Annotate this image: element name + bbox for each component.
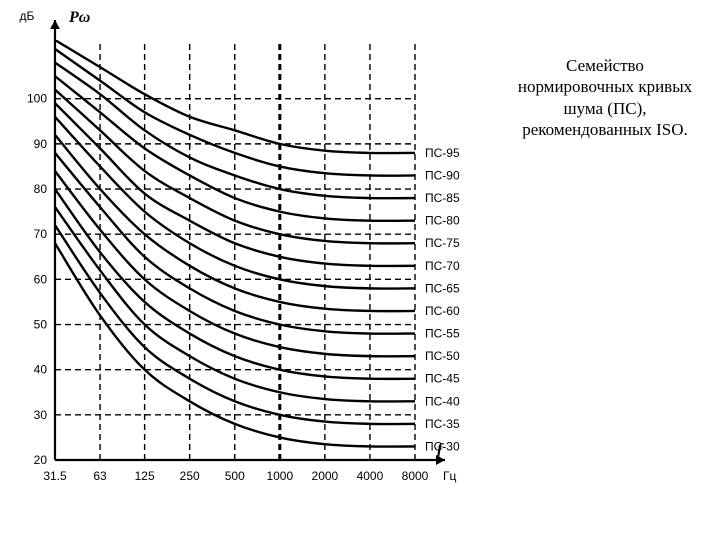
x-tick-label: 1000 <box>266 469 293 483</box>
x-tick-label: 4000 <box>357 469 384 483</box>
series-label: ПС-90 <box>425 168 460 182</box>
series-label: ПС-40 <box>425 394 460 408</box>
y-unit-label: дБ <box>20 9 35 23</box>
x-tick-label: 2000 <box>312 469 339 483</box>
series-label: ПС-95 <box>425 146 460 160</box>
y-tick-label: 90 <box>34 137 48 151</box>
series-label: ПС-65 <box>425 281 460 295</box>
series-label: ПС-45 <box>425 372 460 386</box>
y-tick-label: 40 <box>34 363 48 377</box>
series-label: ПС-35 <box>425 417 460 431</box>
series-label: ПС-55 <box>425 327 460 341</box>
x-tick-label: 125 <box>135 469 155 483</box>
series-label: ПС-80 <box>425 214 460 228</box>
chart-caption: Семейство нормировочных кривых шума (ПС)… <box>510 55 700 140</box>
series-label: ПС-75 <box>425 236 460 250</box>
y-tick-label: 50 <box>34 318 48 332</box>
series-label: ПС-60 <box>425 304 460 318</box>
y-tick-label: 100 <box>27 92 47 106</box>
x-tick-label: 250 <box>180 469 200 483</box>
series-label: ПС-85 <box>425 191 460 205</box>
x-tick-label: 8000 <box>402 469 429 483</box>
y-tick-label: 30 <box>34 408 48 422</box>
x-tick-label: 63 <box>93 469 107 483</box>
x-tick-label: 500 <box>225 469 245 483</box>
y-tick-label: 80 <box>34 182 48 196</box>
y-tick-label: 20 <box>34 453 48 467</box>
x-tick-label: 31.5 <box>43 469 67 483</box>
series-label: ПС-50 <box>425 349 460 363</box>
y-tick-label: 70 <box>34 227 48 241</box>
x-unit-label: Гц <box>443 469 456 483</box>
series-label: ПС-70 <box>425 259 460 273</box>
y-axis-arrow <box>50 20 60 29</box>
y-axis-symbol: Pω <box>68 9 90 26</box>
series-label: ПС-30 <box>425 439 460 453</box>
y-tick-label: 60 <box>34 272 48 286</box>
